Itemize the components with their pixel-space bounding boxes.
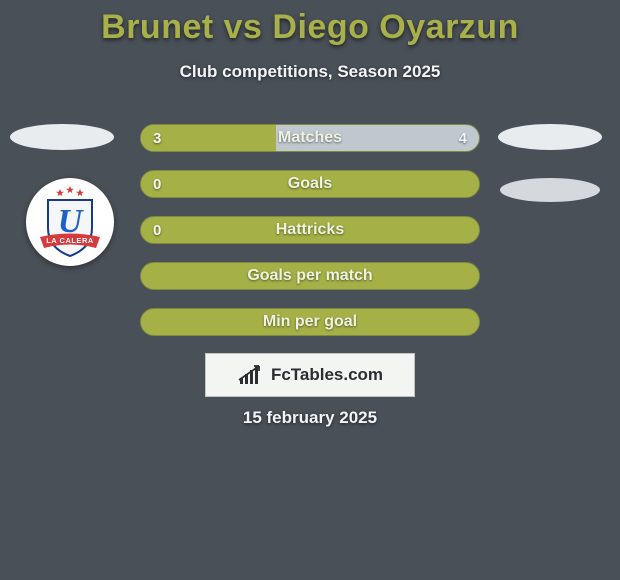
stat-row: Goals0 xyxy=(140,170,480,198)
stat-label: Goals per match xyxy=(141,263,479,289)
stat-row: Min per goal xyxy=(140,308,480,336)
stat-right-value: 4 xyxy=(459,125,467,151)
stat-left-value: 0 xyxy=(153,217,161,243)
stat-label: Matches xyxy=(141,125,479,151)
stat-left-value: 3 xyxy=(153,125,161,151)
stat-row: Hattricks0 xyxy=(140,216,480,244)
brand-attribution[interactable]: FcTables.com xyxy=(205,353,415,397)
brand-text: FcTables.com xyxy=(271,365,383,385)
chart-icon xyxy=(237,364,263,386)
stat-left-value: 0 xyxy=(153,171,161,197)
stat-row: Goals per match xyxy=(140,262,480,290)
player-right-avatar xyxy=(498,124,602,150)
club-left-badge: U LA CALERA xyxy=(26,178,114,266)
stat-label: Min per goal xyxy=(141,309,479,335)
comparison-subtitle: Club competitions, Season 2025 xyxy=(0,62,620,82)
stat-label: Hattricks xyxy=(141,217,479,243)
comparison-title: Brunet vs Diego Oyarzun xyxy=(0,8,620,47)
svg-text:LA CALERA: LA CALERA xyxy=(46,236,94,245)
comparison-date: 15 february 2025 xyxy=(0,408,620,428)
stat-row: Matches3 4 xyxy=(140,124,480,152)
player-left-avatar xyxy=(10,124,114,150)
club-right-badge xyxy=(500,178,600,202)
stat-label: Goals xyxy=(141,171,479,197)
